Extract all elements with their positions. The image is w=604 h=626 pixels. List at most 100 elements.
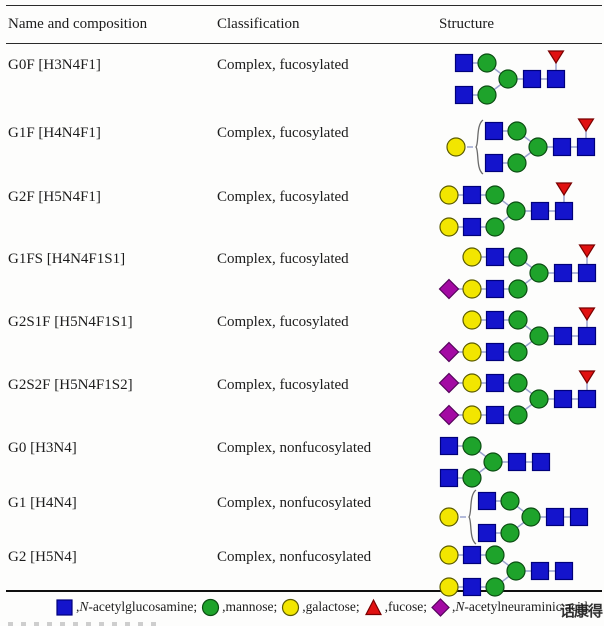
- glycan-classification: Complex, nonfucosylated: [217, 549, 372, 565]
- legend-separator: ,: [222, 599, 226, 614]
- legend-label-italic: N: [79, 599, 89, 614]
- mannose-icon: [500, 491, 520, 511]
- glycan-structure-diagram: [446, 118, 596, 175]
- mannose-icon: [528, 137, 548, 157]
- glycan-name: G1F [H4N4F1]: [8, 125, 101, 141]
- glcnac-icon: [507, 452, 527, 472]
- galactose-icon: [462, 342, 482, 362]
- watermark: 话康得: [559, 602, 603, 620]
- mannose-icon: [483, 452, 503, 472]
- table-row: G1FS [H4N4F1S1] Complex, fucosylated: [6, 238, 602, 301]
- mannose-icon: [462, 436, 482, 456]
- legend-separator: ,: [76, 599, 80, 614]
- legend-separator: ,: [384, 599, 388, 614]
- legend-separator: ,: [302, 599, 306, 614]
- glycan-structure-diagram: [438, 244, 597, 300]
- glcnac-icon: [577, 389, 597, 409]
- glycan-structure-cell: [437, 176, 604, 242]
- either-arm-bracket: [475, 119, 484, 175]
- mannose-icon: [529, 263, 549, 283]
- table-row: G0F [H3N4F1] Complex, fucosylated: [6, 44, 602, 112]
- glycan-structure-diagram: [438, 370, 597, 426]
- legend-label-italic: N: [455, 599, 465, 614]
- mannose-icon: [529, 389, 549, 409]
- glcnac-icon: [553, 263, 573, 283]
- glycan-table: Name and composition Classification Stru…: [6, 5, 604, 597]
- glycan-structure-cell: [437, 112, 604, 178]
- glcnac-icon: [477, 491, 497, 511]
- glycan-structure-cell: [437, 238, 604, 304]
- galactose-icon: [439, 217, 459, 237]
- glycan-name: G0 [H3N4]: [8, 440, 77, 456]
- legend-item: , N -acetylneuraminic acid: [430, 597, 588, 618]
- table-row: G2F [H5N4F1] Complex, fucosylated: [6, 176, 602, 238]
- glcnac-icon: [454, 85, 474, 105]
- galactose-icon: [439, 185, 459, 205]
- glcnac-icon: [545, 507, 565, 527]
- glycan-structure-cell: [437, 301, 604, 367]
- glcnac-icon: [439, 436, 459, 456]
- galactose-icon: [462, 279, 482, 299]
- glcnac-icon: [531, 452, 551, 472]
- glycan-classification: Complex, nonfucosylated: [217, 440, 372, 456]
- glycan-classification: Complex, fucosylated: [217, 57, 349, 73]
- glycan-structure-diagram: [439, 436, 551, 488]
- legend-label: -acetylneuraminic acid: [464, 599, 588, 614]
- glycan-classification: Complex, nonfucosylated: [217, 495, 372, 511]
- mannose-icon: [485, 545, 505, 565]
- glycan-name: G2F [H5N4F1]: [8, 189, 101, 205]
- fucose-icon: [578, 244, 596, 259]
- mannose-icon: [508, 405, 528, 425]
- glcnac-icon: [462, 217, 482, 237]
- glcnac-icon: [485, 373, 505, 393]
- glycan-structure-diagram: [454, 50, 566, 105]
- glycan-name: G2 [H5N4]: [8, 549, 77, 565]
- symbol-legend: , N -acetylglucosamine;, mannose;, galact…: [0, 592, 604, 622]
- legend-item: , N -acetylglucosamine;: [54, 597, 197, 618]
- glcnac-icon: [485, 342, 505, 362]
- mannose-icon: [507, 121, 527, 141]
- glycan-classification: Complex, fucosylated: [217, 377, 349, 393]
- galactose-icon: [439, 545, 459, 565]
- mannose-icon: [485, 577, 505, 597]
- mannose-icon: [462, 468, 482, 488]
- legend-label: galactose;: [305, 599, 360, 614]
- neuac-icon: [438, 278, 460, 300]
- glcnac-icon: [530, 561, 550, 581]
- glycan-structure-cell: [437, 427, 604, 493]
- either-arm-bracket: [468, 489, 477, 545]
- glcnac-icon: [462, 185, 482, 205]
- glcnac-icon: [577, 326, 597, 346]
- glcnac-icon: [554, 561, 574, 581]
- glcnac-icon: [462, 577, 482, 597]
- glycan-classification: Complex, fucosylated: [217, 189, 349, 205]
- table-row: G2S1F [H5N4F1S1] Complex, fucosylated: [6, 301, 602, 364]
- glycan-name: G2S1F [H5N4F1S1]: [8, 314, 133, 330]
- col-header-name: Name and composition: [8, 16, 148, 32]
- glcnac-icon: [522, 69, 542, 89]
- galactose-icon: [462, 310, 482, 330]
- glcnac-icon: [485, 279, 505, 299]
- mannose-icon: [507, 153, 527, 173]
- legend-label: -acetylglucosamine;: [88, 599, 198, 614]
- glycan-classification: Complex, fucosylated: [217, 251, 349, 267]
- glcnac-icon: [552, 137, 572, 157]
- glycan-structure-diagram: [439, 489, 589, 545]
- glcnac-icon: [577, 263, 597, 283]
- galactose-icon: [462, 405, 482, 425]
- glcnac-icon: [477, 523, 497, 543]
- galactose-icon: [462, 373, 482, 393]
- mannose-icon: [477, 85, 497, 105]
- glcnac-icon: [485, 310, 505, 330]
- mannose-icon: [508, 279, 528, 299]
- glcnac-icon: [554, 201, 574, 221]
- neuac-diamond-icon: [431, 597, 450, 617]
- glycan-name: G0F [H3N4F1]: [8, 57, 101, 73]
- glcnac-icon: [462, 545, 482, 565]
- glycan-structure-cell: [437, 364, 604, 430]
- table-row: G0 [H3N4] Complex, nonfucosylated: [6, 427, 602, 488]
- glcnac-icon: [530, 201, 550, 221]
- col-header-structure: Structure: [439, 16, 494, 32]
- mannose-icon: [485, 185, 505, 205]
- mannose-icon: [500, 523, 520, 543]
